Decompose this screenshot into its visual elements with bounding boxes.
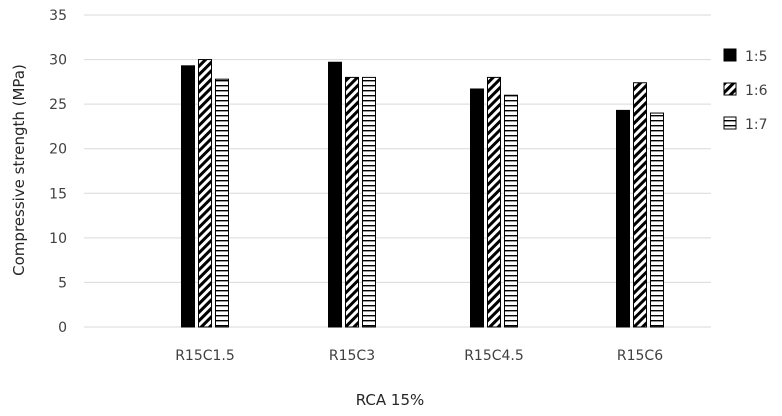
bar-R15C4.5-1:7 xyxy=(504,94,518,328)
y-tick-label: 20 xyxy=(49,142,67,158)
bars xyxy=(181,59,664,328)
y-tick-label: 25 xyxy=(49,97,67,113)
y-tick-label: 15 xyxy=(49,186,67,202)
y-tick-label: 30 xyxy=(49,53,67,69)
y-tick-label: 5 xyxy=(58,275,67,291)
legend-label: 1:7 xyxy=(745,117,768,133)
x-tick-label: R15C6 xyxy=(617,348,663,364)
legend-label: 1:6 xyxy=(745,83,768,99)
legend-label: 1:5 xyxy=(745,49,768,65)
y-axis-title: Compressive strength (MPa) xyxy=(10,64,28,276)
bar-R15C1.5-1:6 xyxy=(198,59,212,328)
legend: 1:5 1:6 1:7 xyxy=(723,48,768,133)
bar-R15C6-1:5 xyxy=(616,109,630,328)
x-tick-label: R15C4.5 xyxy=(464,348,524,364)
x-tick-label: R15C1.5 xyxy=(175,348,235,364)
y-tick-label: 35 xyxy=(49,8,67,24)
bar-R15C6-1:6 xyxy=(633,82,647,328)
legend-swatch xyxy=(723,82,737,96)
y-axis-ticks: 0 5 10 15 20 25 30 35 xyxy=(49,8,67,336)
legend-swatch xyxy=(723,116,737,130)
bar-R15C3-1:6 xyxy=(345,76,359,328)
bar-R15C4.5-1:5 xyxy=(470,88,484,328)
y-tick-label: 10 xyxy=(49,231,67,247)
y-tick-label: 0 xyxy=(58,320,67,336)
bar-R15C3-1:7 xyxy=(362,76,376,328)
legend-swatch xyxy=(723,48,737,62)
bar-R15C6-1:7 xyxy=(650,112,664,328)
bar-R15C1.5-1:5 xyxy=(181,65,195,328)
bar-R15C1.5-1:7 xyxy=(215,78,229,328)
x-axis-title: RCA 15% xyxy=(356,391,425,409)
bar-R15C4.5-1:6 xyxy=(487,76,501,328)
x-axis-ticks: R15C1.5 R15C3 R15C4.5 R15C6 xyxy=(175,348,663,364)
bar-R15C3-1:5 xyxy=(328,61,342,328)
x-tick-label: R15C3 xyxy=(329,348,375,364)
